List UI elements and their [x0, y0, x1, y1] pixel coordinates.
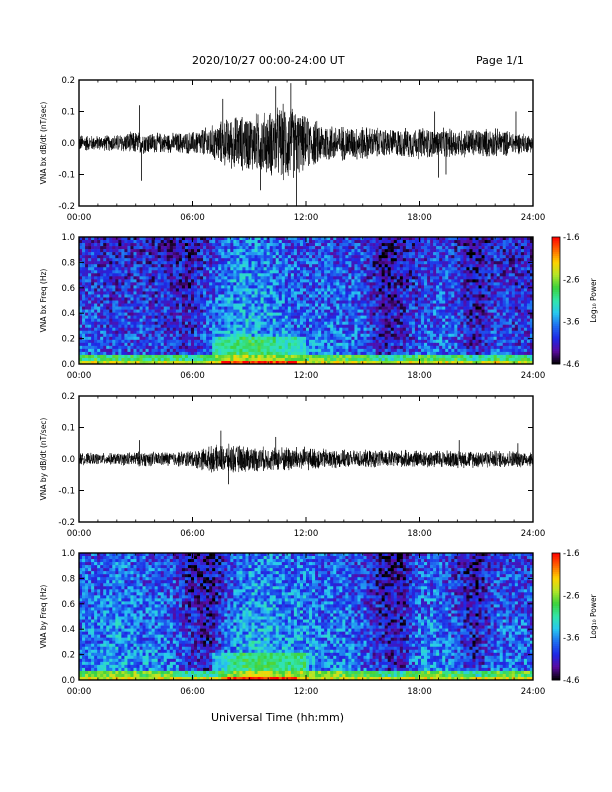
page-number: Page 1/1	[476, 54, 524, 67]
panel-2-spectrogram	[79, 237, 534, 365]
x-tick-label: 24:00	[521, 371, 546, 381]
y-tick-label: 0.6	[61, 600, 75, 610]
panel-4-colorbar	[551, 552, 561, 681]
y-tick-label: 0.8	[61, 574, 75, 584]
x-tick-label: 18:00	[407, 371, 432, 381]
colorbar-label: Log₁₀ Power	[589, 593, 598, 638]
x-tick-label: 06:00	[180, 371, 205, 381]
x-tick-label: 06:00	[180, 529, 205, 539]
y-tick-label: -0.2	[58, 202, 75, 212]
colorbar-label: Log₁₀ Power	[589, 277, 598, 322]
colorbar-tick-label: -3.6	[563, 634, 580, 644]
x-tick-label: 06:00	[180, 687, 205, 697]
y-tick-label: 0.2	[61, 76, 75, 86]
colorbar-tick-label: -4.6	[563, 360, 580, 370]
x-tick-label: 00:00	[67, 371, 92, 381]
x-tick-label: 12:00	[294, 213, 319, 223]
colorbar-tick-label: -2.6	[563, 591, 580, 601]
y-tick-label: 0.2	[61, 335, 75, 345]
x-tick-label: 12:00	[294, 687, 319, 697]
colorbar-tick-label: -1.6	[563, 233, 580, 243]
y-tick-label: 1.0	[61, 233, 75, 243]
y-tick-label: -0.1	[58, 171, 75, 181]
colorbar-tick-label: -3.6	[563, 318, 580, 328]
colorbar-tick-label: -2.6	[563, 275, 580, 285]
x-tick-label: 24:00	[521, 213, 546, 223]
colorbar-tick-label: -1.6	[563, 549, 580, 559]
panel-4-spectrogram	[79, 553, 534, 681]
x-tick-label: 18:00	[407, 213, 432, 223]
x-tick-label: 06:00	[180, 213, 205, 223]
x-tick-label: 00:00	[67, 687, 92, 697]
y-tick-label: 0.4	[61, 309, 75, 319]
data-trace	[78, 103, 534, 181]
colorbar-frame	[551, 552, 561, 681]
x-tick-label: 24:00	[521, 687, 546, 697]
x-tick-label: 18:00	[407, 687, 432, 697]
page-title: 2020/10/27 00:00-24:00 UT	[192, 54, 345, 67]
y-tick-label: 0.1	[61, 424, 75, 434]
y-tick-label: 0.0	[61, 455, 75, 465]
y-tick-label: 0.0	[61, 676, 75, 686]
colorbar-frame	[551, 236, 561, 365]
y-tick-label: -0.2	[58, 518, 75, 528]
y-axis-label: VNA by Freq (Hz)	[39, 585, 48, 649]
y-tick-label: 0.0	[61, 139, 75, 149]
x-tick-label: 12:00	[294, 371, 319, 381]
x-tick-label: 24:00	[521, 529, 546, 539]
y-axis-label: VNA bx dB/dt (nT/sec)	[39, 102, 48, 185]
x-axis-title: Universal Time (hh:mm)	[211, 711, 344, 724]
y-axis-label: VNA by dB/dt (nT/sec)	[39, 418, 48, 501]
colorbar-tick-label: -4.6	[563, 676, 580, 686]
y-tick-label: 0.6	[61, 284, 75, 294]
y-tick-label: 0.1	[61, 108, 75, 118]
panel-2-colorbar	[551, 236, 561, 365]
y-tick-label: 0.8	[61, 258, 75, 268]
y-tick-label: 0.4	[61, 625, 75, 635]
y-tick-label: 1.0	[61, 549, 75, 559]
panel-3-trace	[78, 430, 534, 485]
x-tick-label: 18:00	[407, 529, 432, 539]
panel-1-trace	[78, 83, 534, 206]
y-axis-label: VNA bx Freq (Hz)	[39, 269, 48, 333]
y-tick-label: -0.1	[58, 487, 75, 497]
data-trace	[78, 443, 534, 473]
x-tick-label: 00:00	[67, 529, 92, 539]
x-tick-label: 00:00	[67, 213, 92, 223]
y-tick-label: 0.2	[61, 392, 75, 402]
x-tick-label: 12:00	[294, 529, 319, 539]
y-tick-label: 0.0	[61, 360, 75, 370]
y-tick-label: 0.2	[61, 651, 75, 661]
